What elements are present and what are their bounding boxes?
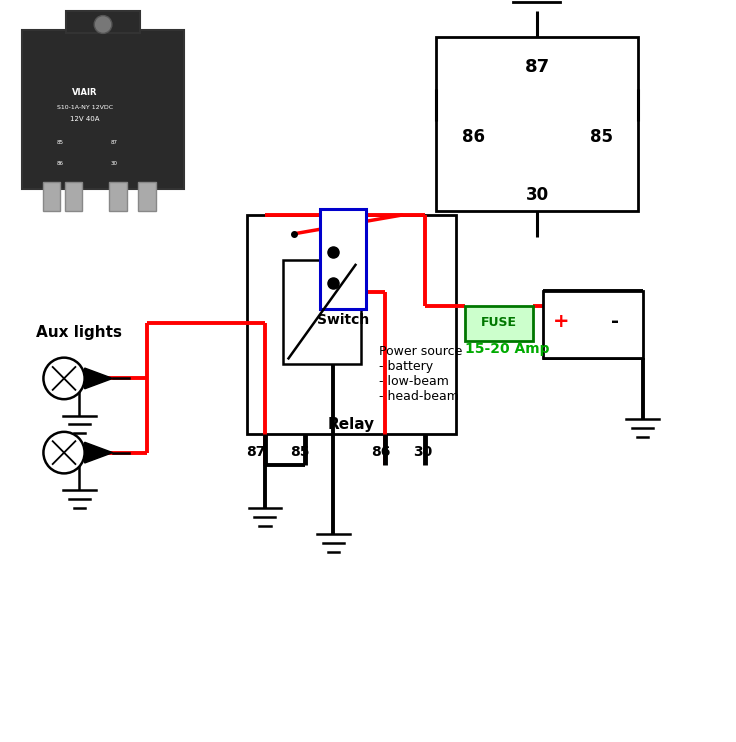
Text: 85: 85: [57, 140, 64, 145]
Circle shape: [43, 358, 85, 399]
Text: 85: 85: [291, 445, 310, 459]
Text: VIAIR: VIAIR: [72, 88, 97, 97]
Bar: [109, 182, 127, 211]
Bar: [436, 37, 638, 211]
Bar: [22, 30, 184, 189]
Bar: [283, 260, 361, 364]
Bar: [138, 182, 156, 211]
Text: 87: 87: [247, 445, 266, 459]
Text: Power source
- battery
- low-beam
- head-beam: Power source - battery - low-beam - head…: [379, 345, 462, 403]
Text: +: +: [553, 312, 569, 331]
Circle shape: [43, 432, 85, 473]
Text: 12V 40A: 12V 40A: [70, 116, 99, 122]
Bar: [247, 215, 456, 434]
Text: Switch: Switch: [317, 313, 369, 327]
Text: S10-1A-NY 12VDC: S10-1A-NY 12VDC: [57, 105, 113, 110]
Text: 85: 85: [590, 128, 613, 146]
Bar: [43, 182, 60, 211]
Text: 86: 86: [461, 128, 485, 146]
Polygon shape: [85, 368, 113, 389]
Text: FUSE: FUSE: [481, 316, 517, 329]
Text: 30: 30: [110, 161, 118, 165]
Text: 30: 30: [414, 445, 433, 459]
Text: 87: 87: [110, 140, 118, 145]
Circle shape: [94, 16, 112, 33]
Text: 15-20 Amp: 15-20 Amp: [465, 342, 550, 355]
Bar: [320, 209, 366, 309]
Text: 86: 86: [372, 445, 391, 459]
Text: 87: 87: [525, 58, 550, 76]
Bar: [543, 291, 643, 358]
Text: 86: 86: [57, 161, 64, 165]
Text: -: -: [611, 312, 618, 331]
Text: Relay: Relay: [328, 417, 375, 432]
Text: 30: 30: [526, 186, 549, 204]
Bar: [65, 182, 82, 211]
Bar: [66, 11, 140, 33]
Polygon shape: [85, 442, 113, 463]
Bar: [465, 306, 533, 341]
Text: Aux lights: Aux lights: [37, 325, 122, 340]
